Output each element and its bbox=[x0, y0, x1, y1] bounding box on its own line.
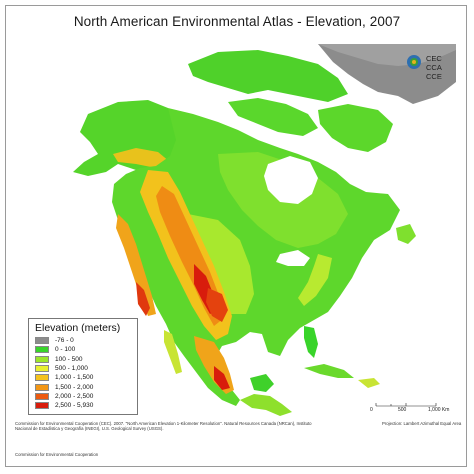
hudson-bay bbox=[264, 156, 318, 204]
newfoundland bbox=[396, 224, 416, 244]
legend-swatch bbox=[35, 337, 49, 345]
legend-swatch bbox=[35, 355, 49, 363]
scale-tick-0: 0 bbox=[370, 407, 373, 413]
logo-line-1: CEC bbox=[426, 54, 442, 63]
colorado-peaks bbox=[206, 288, 228, 322]
yucatan bbox=[250, 374, 274, 392]
legend-title: Elevation (meters) bbox=[35, 322, 121, 334]
greenland-coast bbox=[318, 44, 456, 66]
baja-california bbox=[164, 330, 182, 374]
legend-label: 100 - 500 bbox=[55, 355, 83, 363]
legend-label: 1,000 - 1,500 bbox=[55, 374, 94, 382]
mainland bbox=[112, 108, 400, 406]
legend-item: 2,000 - 2,500 bbox=[35, 392, 132, 401]
appalachians bbox=[298, 254, 332, 306]
scale-tick-2: 1,000 Km bbox=[428, 407, 450, 413]
legend-swatch bbox=[35, 392, 49, 400]
projection-text: Projection: Lambert Azimuthal Equal Area bbox=[382, 421, 462, 426]
florida bbox=[304, 326, 318, 358]
baffin-island bbox=[318, 104, 393, 152]
alaska-range bbox=[113, 148, 170, 168]
cec-logo-text: CEC CCA CCE bbox=[426, 54, 442, 81]
legend-item: 1,500 - 2,000 bbox=[35, 382, 132, 391]
great-plains bbox=[188, 214, 254, 314]
coast-ranges bbox=[116, 214, 156, 316]
legend-label: 500 - 1,000 bbox=[55, 365, 88, 373]
great-lakes bbox=[276, 250, 310, 266]
legend-item: 500 - 1,000 bbox=[35, 364, 132, 373]
mexico-peaks bbox=[214, 366, 230, 390]
copyright-text: Commission for Environmental Cooperation bbox=[15, 452, 99, 457]
scale-tick-1: 500 bbox=[398, 407, 407, 413]
legend-swatch bbox=[35, 402, 49, 410]
cec-logo-icon bbox=[407, 55, 421, 69]
elevation-map-svg bbox=[73, 44, 456, 416]
legend-item: 1,000 - 1,500 bbox=[35, 373, 132, 382]
central-america bbox=[240, 394, 292, 416]
legend-item: 2,500 - 5,930 bbox=[35, 401, 132, 410]
legend-label: -76 - 0 bbox=[55, 337, 74, 345]
logo-line-2: CCA bbox=[426, 63, 442, 72]
hispaniola bbox=[358, 378, 380, 388]
cuba bbox=[304, 364, 354, 378]
citation-text: Commission for Environmental Cooperation… bbox=[15, 421, 312, 432]
legend-swatch bbox=[35, 383, 49, 391]
map-title: North American Environmental Atlas - Ele… bbox=[73, 14, 401, 29]
legend-swatch bbox=[35, 365, 49, 373]
legend-label: 1,500 - 2,000 bbox=[55, 383, 94, 391]
arctic-island-2 bbox=[228, 98, 318, 136]
arctic-islands bbox=[188, 50, 348, 102]
legend-item: 100 - 500 bbox=[35, 355, 132, 364]
legend-swatch bbox=[35, 374, 49, 382]
legend-swatch bbox=[35, 346, 49, 354]
sierra-nevada bbox=[136, 282, 150, 316]
legend-label: 2,500 - 5,930 bbox=[55, 402, 94, 410]
legend-item: 0 - 100 bbox=[35, 345, 132, 354]
scale-bar bbox=[375, 403, 437, 407]
legend-label: 2,000 - 2,500 bbox=[55, 392, 94, 400]
legend-item: -76 - 0 bbox=[35, 336, 132, 345]
logo-line-3: CCE bbox=[426, 72, 442, 81]
legend-label: 0 - 100 bbox=[55, 346, 76, 354]
